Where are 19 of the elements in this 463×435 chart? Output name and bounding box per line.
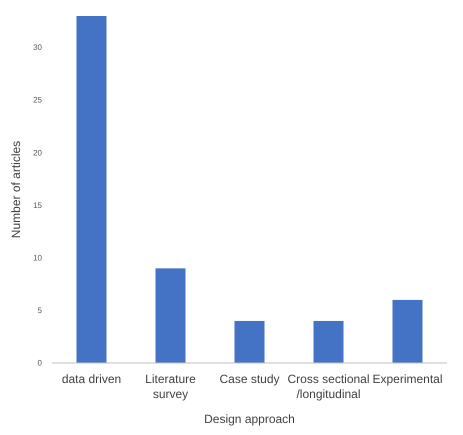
bar [155, 268, 186, 363]
x-tick-label: Cross sectional /longitudinal [287, 372, 370, 401]
bar [234, 320, 265, 363]
x-tick-label: Literature survey [145, 372, 196, 401]
y-tick-label: 10 [33, 253, 43, 262]
y-tick-label: 5 [38, 306, 43, 315]
y-tick-label: 30 [33, 43, 43, 52]
x-tick-label: data driven [62, 372, 122, 386]
y-tick-label: 0 [38, 358, 43, 368]
x-axis-title: Design approach [204, 412, 295, 426]
bar [76, 16, 107, 363]
x-tick-label: Case study [219, 372, 280, 386]
y-tick-label: 25 [33, 96, 43, 105]
y-axis-title: Number of articles [9, 140, 23, 238]
bar [313, 320, 344, 363]
x-tick-label: Experimental [372, 372, 443, 386]
y-tick-label: 15 [33, 200, 43, 210]
y-tick-label: 20 [33, 148, 43, 158]
bar [392, 300, 423, 363]
